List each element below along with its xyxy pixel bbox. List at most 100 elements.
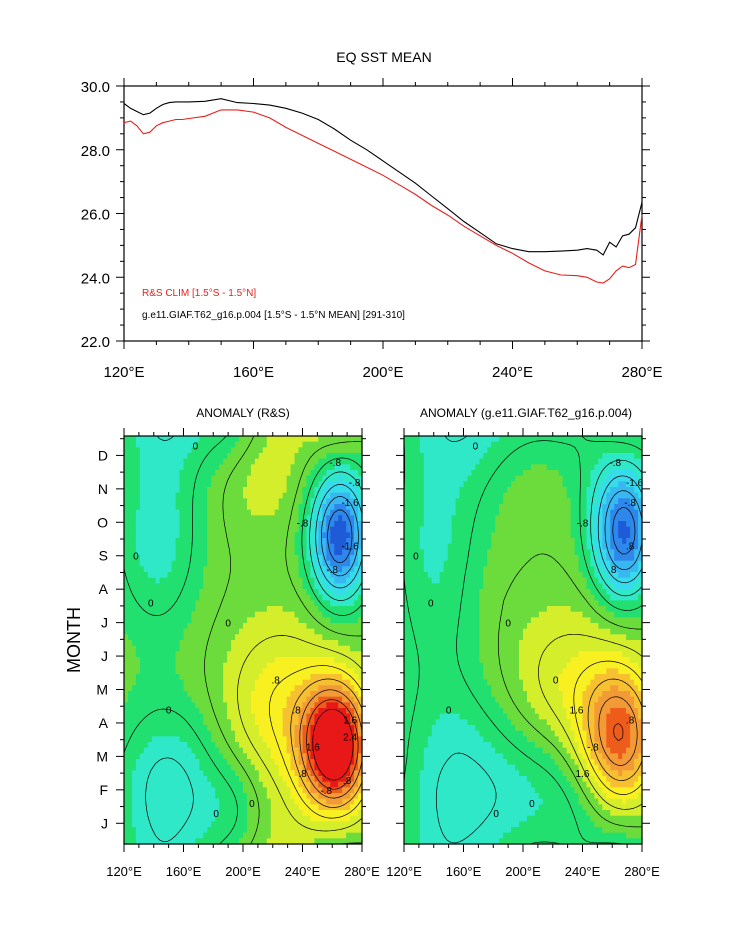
- heatmap-cell: [163, 492, 169, 499]
- heatmap-cell: [423, 793, 429, 800]
- heatmap-cell: [195, 810, 200, 817]
- heatmap-cell: [211, 776, 216, 783]
- heatmap-cell: [227, 538, 232, 545]
- heatmap-cell: [411, 691, 417, 698]
- heatmap-cell: [358, 810, 363, 817]
- heatmap-cell: [219, 798, 224, 805]
- heatmap-cell: [223, 787, 228, 794]
- heatmap-cell: [270, 685, 276, 692]
- heatmap-cell: [286, 798, 292, 805]
- heatmap-cell: [338, 793, 343, 800]
- heatmap-cell: [266, 532, 272, 539]
- heatmap-cell: [167, 832, 173, 839]
- heatmap-cell: [163, 458, 169, 465]
- heatmap-cell: [278, 611, 284, 618]
- heatmap-cell: [223, 583, 228, 590]
- heatmap-cell: [334, 753, 339, 760]
- heatmap-cell: [258, 453, 264, 460]
- heatmap-cell: [199, 742, 204, 749]
- heatmap-cell: [318, 470, 323, 477]
- heatmap-cell: [195, 543, 200, 550]
- heatmap-cell: [243, 543, 248, 550]
- heatmap-cell: [131, 560, 137, 567]
- heatmap-cell: [286, 759, 292, 766]
- heatmap-cell: [219, 521, 224, 528]
- heatmap-cell: [358, 583, 363, 590]
- heatmap-cell: [346, 549, 351, 556]
- heatmap-cell: [354, 600, 359, 607]
- heatmap-cell: [290, 770, 296, 777]
- heatmap-cell: [334, 515, 339, 522]
- heatmap-cell: [310, 606, 315, 613]
- heatmap-cell: [322, 696, 327, 703]
- heatmap-cell: [330, 475, 335, 482]
- heatmap-cell: [215, 696, 220, 703]
- heatmap-cell: [274, 583, 280, 590]
- heatmap-cell: [298, 657, 304, 664]
- heatmap-cell: [231, 617, 236, 624]
- heatmap-cell: [266, 606, 272, 613]
- heatmap-cell: [211, 487, 216, 494]
- heatmap-cell: [250, 736, 256, 743]
- heatmap-cell: [211, 617, 216, 624]
- heatmap-cell: [147, 504, 153, 511]
- heatmap-cell: [175, 453, 181, 460]
- heatmap-cell: [143, 702, 149, 709]
- heatmap-cell: [278, 498, 284, 505]
- heatmap-cell: [215, 821, 220, 828]
- heatmap-cell: [423, 753, 429, 760]
- heatmap-cell: [350, 742, 355, 749]
- heatmap-cell: [171, 827, 177, 834]
- heatmap-cell: [404, 572, 409, 579]
- heatmap-cell: [127, 747, 133, 754]
- heatmap-cell: [250, 679, 256, 686]
- heatmap-cell: [338, 804, 343, 811]
- heatmap-cell: [350, 640, 355, 647]
- heatmap-cell: [203, 781, 208, 788]
- heatmap-cell: [294, 475, 300, 482]
- heatmap-cell: [314, 742, 319, 749]
- heatmap-cell: [250, 538, 256, 545]
- heatmap-cell: [131, 691, 137, 698]
- heatmap-cell: [404, 753, 409, 760]
- heatmap-cell: [127, 759, 133, 766]
- heatmap-cell: [239, 543, 244, 550]
- heatmap-cell: [342, 838, 347, 845]
- heatmap-cell: [278, 753, 284, 760]
- heatmap-cell: [235, 555, 240, 562]
- heatmap-cell: [358, 436, 363, 443]
- heatmap-cell: [338, 447, 343, 454]
- heatmap-cell: [231, 815, 236, 822]
- heatmap-cell: [419, 526, 425, 533]
- heatmap-cell: [147, 560, 153, 567]
- heatmap-cell: [338, 668, 343, 675]
- heatmap-cell: [338, 827, 343, 834]
- heatmap-cell: [254, 549, 260, 556]
- heatmap-cell: [211, 793, 216, 800]
- heatmap-cell: [326, 487, 331, 494]
- y-tick-label: N: [98, 481, 108, 497]
- heatmap-cell: [246, 589, 252, 596]
- heatmap-cell: [187, 662, 193, 669]
- heatmap-cell: [314, 815, 319, 822]
- heatmap-cell: [294, 708, 300, 715]
- heatmap-cell: [187, 441, 193, 448]
- heatmap-cell: [175, 838, 181, 845]
- heatmap-cell: [290, 623, 296, 630]
- heatmap-cell: [231, 742, 236, 749]
- heatmap-cell: [282, 798, 288, 805]
- heatmap-cell: [350, 679, 355, 686]
- heatmap-cell: [235, 815, 240, 822]
- heatmap-cell: [207, 617, 212, 624]
- heatmap-cell: [358, 657, 363, 664]
- heatmap-cell: [131, 730, 137, 737]
- heatmap-cell: [338, 526, 343, 533]
- heatmap-cell: [231, 657, 236, 664]
- heatmap-cell: [306, 657, 312, 664]
- heatmap-cell: [302, 662, 308, 669]
- heatmap-cell: [215, 725, 220, 732]
- heatmap-cell: [306, 770, 312, 777]
- heatmap-cell: [235, 827, 240, 834]
- heatmap-cell: [127, 713, 133, 720]
- heatmap-cell: [407, 594, 413, 601]
